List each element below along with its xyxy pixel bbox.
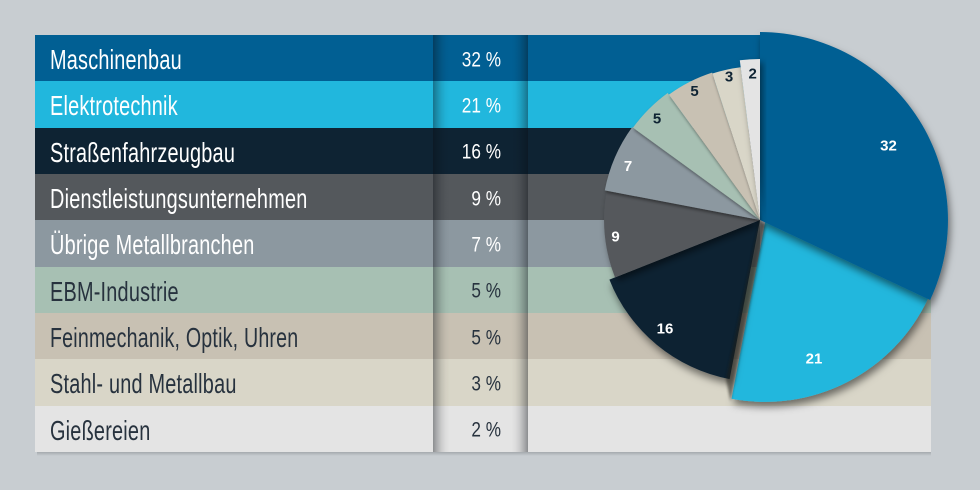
- svg-text:32: 32: [880, 138, 897, 155]
- svg-text:2: 2: [749, 65, 757, 82]
- svg-text:5: 5: [690, 83, 698, 100]
- svg-text:21: 21: [806, 351, 823, 368]
- svg-text:3: 3: [725, 69, 733, 86]
- svg-text:9: 9: [611, 229, 619, 246]
- svg-text:7: 7: [624, 158, 632, 175]
- svg-text:16: 16: [657, 321, 674, 338]
- svg-text:5: 5: [653, 111, 661, 128]
